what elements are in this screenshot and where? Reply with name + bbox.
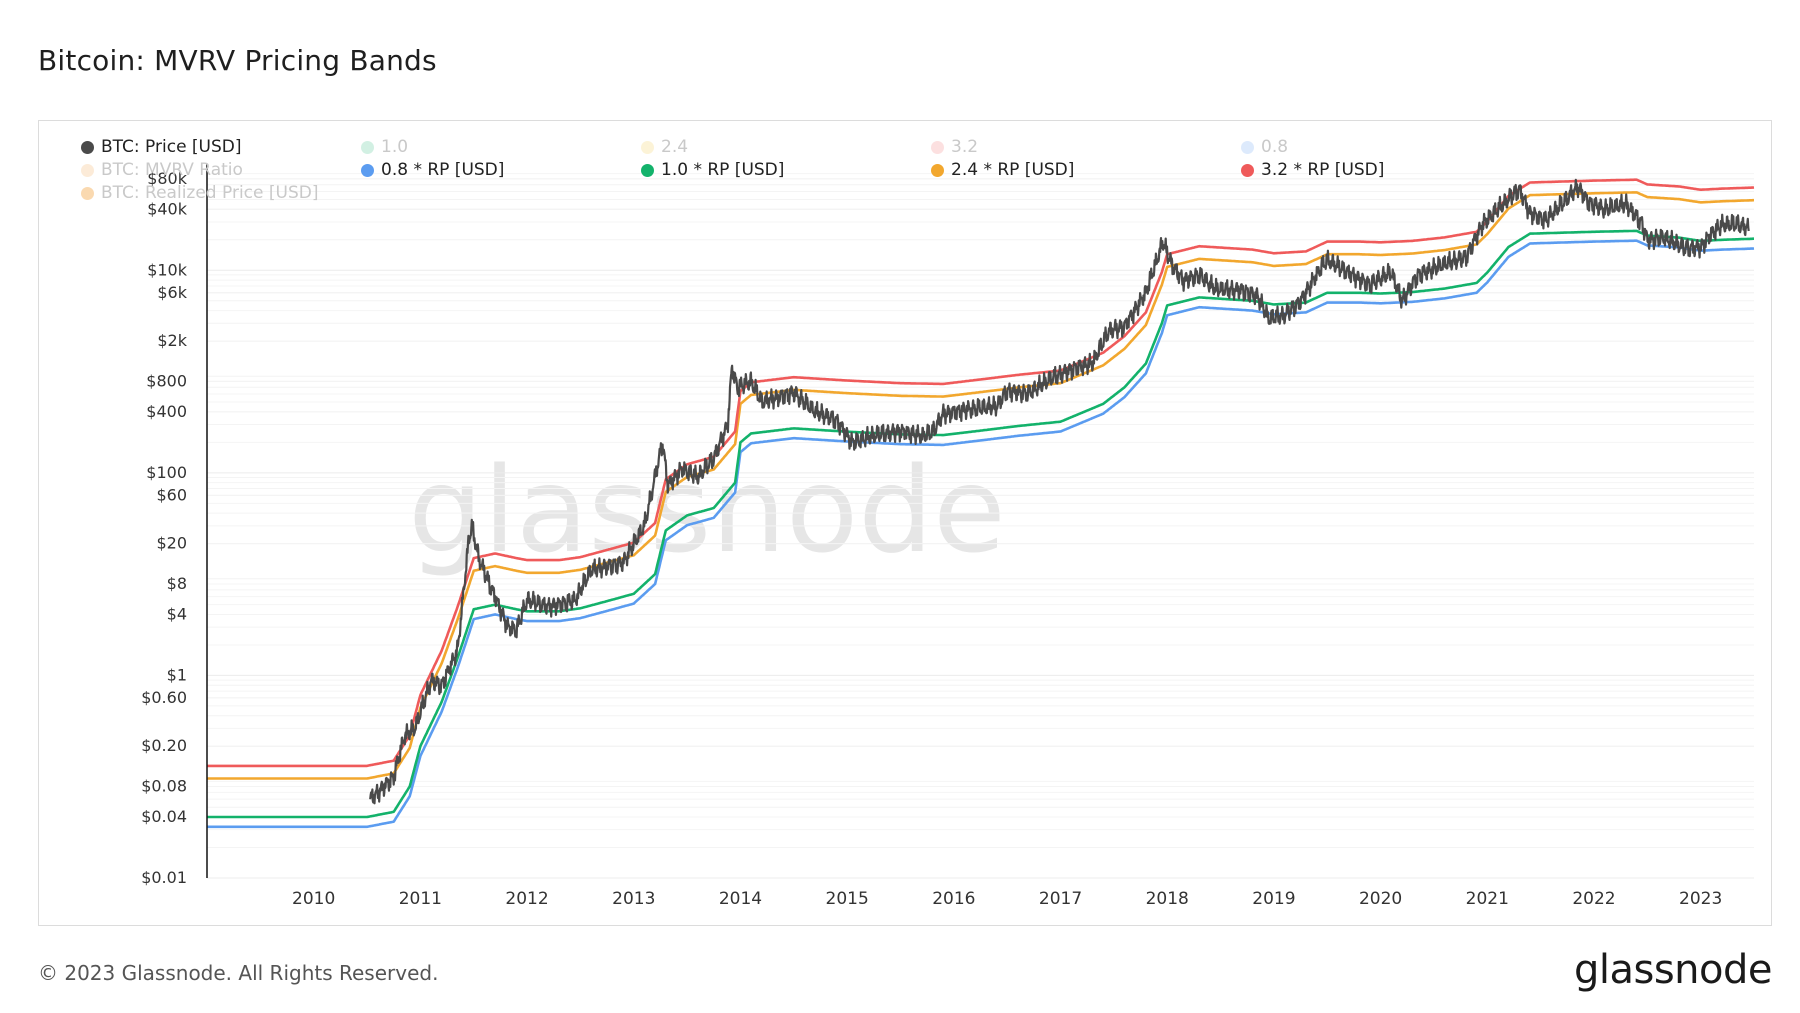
legend-item-2-4-rp[interactable]: 2.4 * RP [USD] <box>931 159 1074 181</box>
y-tick-label: $6k <box>157 283 187 302</box>
legend-label: 3.2 <box>951 137 979 157</box>
legend-label: 0.8 <box>1261 137 1289 157</box>
legend-item-0-8[interactable]: 0.8 <box>1241 136 1288 158</box>
legend-dot-icon <box>81 140 94 154</box>
legend-item-1-0-rp[interactable]: 1.0 * RP [USD] <box>641 159 784 181</box>
x-tick-label: 2021 <box>1466 889 1509 909</box>
legend-dot-icon <box>931 140 944 154</box>
legend-dot-icon <box>931 163 944 177</box>
legend-dot-icon <box>1241 140 1254 154</box>
legend-label: 1.0 <box>381 137 409 157</box>
y-tick-label: $800 <box>146 371 187 390</box>
y-tick-label: $80k <box>147 169 188 188</box>
glassnode-logo[interactable]: glassnode <box>1573 947 1773 993</box>
legend-dot-icon <box>641 163 654 177</box>
legend-label: 0.8 * RP [USD] <box>381 160 505 180</box>
legend-item-2-4[interactable]: 2.4 <box>641 136 688 158</box>
x-tick-label: 2014 <box>719 889 762 909</box>
x-tick-label: 2011 <box>399 889 442 909</box>
legend-item-3-2-rp[interactable]: 3.2 * RP [USD] <box>1241 159 1384 181</box>
x-tick-label: 2023 <box>1679 889 1722 909</box>
y-tick-label: $60 <box>156 485 187 504</box>
grid <box>207 173 1754 879</box>
y-tick-label: $2k <box>157 331 187 350</box>
legend-dot-icon <box>81 163 94 177</box>
x-tick-label: 2015 <box>826 889 869 909</box>
y-tick-label: $0.01 <box>141 868 187 887</box>
legend-label: 1.0 * RP [USD] <box>661 160 785 180</box>
x-tick-label: 2017 <box>1039 889 1082 909</box>
legend-label: 2.4 * RP [USD] <box>951 160 1075 180</box>
legend-label: BTC: Price [USD] <box>101 137 242 157</box>
x-tick-label: 2016 <box>932 889 975 909</box>
y-tick-label: $0.08 <box>141 777 187 796</box>
y-tick-label: $20 <box>156 534 187 553</box>
legend-item-btc-price[interactable]: BTC: Price [USD] <box>81 136 242 158</box>
legend-dot-icon <box>361 140 374 154</box>
legend-item-mvrv-ratio[interactable]: BTC: MVRV Ratio <box>81 159 243 181</box>
legend-item-1-0[interactable]: 1.0 <box>361 136 408 158</box>
series-line-2-4-rp-usd <box>206 191 1755 780</box>
series-line-0-8-rp-usd <box>206 239 1755 829</box>
axes: $0.01 $0.04 $0.08 $0.20 $0.60 $1 $4 $8 $20 $60 $10… <box>141 164 1722 909</box>
copyright-text: © 2023 Glassnode. All Rights Reserved. <box>38 961 439 985</box>
legend-item-3-2[interactable]: 3.2 <box>931 136 978 158</box>
y-tick-label: $0.60 <box>141 688 187 707</box>
chart-container[interactable]: glassnode $0.01 $0.04 $0.08 $0.20 $0.60 $1 $4 $… <box>38 120 1772 926</box>
legend-label: BTC: Realized Price [USD] <box>101 183 319 203</box>
x-tick-label: 2019 <box>1252 889 1295 909</box>
legend-label: BTC: MVRV Ratio <box>101 160 243 180</box>
y-tick-label: $40k <box>147 199 188 218</box>
y-tick-label: $0.04 <box>141 807 187 826</box>
x-tick-label: 2013 <box>612 889 655 909</box>
legend-label: 2.4 <box>661 137 689 157</box>
x-tick-label: 2020 <box>1359 889 1402 909</box>
x-tick-label: 2010 <box>292 889 335 909</box>
y-tick-label: $0.20 <box>141 736 187 755</box>
series-line-btc-price <box>369 178 1750 805</box>
series-line-1-0-rp-usd <box>206 229 1755 819</box>
y-tick-label: $100 <box>146 463 187 482</box>
legend-item-0-8-rp[interactable]: 0.8 * RP [USD] <box>361 159 504 181</box>
legend-dot-icon <box>641 140 654 154</box>
x-tick-label: 2018 <box>1146 889 1189 909</box>
y-tick-label: $1 <box>167 665 187 684</box>
page-title: Bitcoin: MVRV Pricing Bands <box>38 44 437 77</box>
x-tick-label: 2012 <box>505 889 548 909</box>
y-tick-label: $10k <box>147 260 188 279</box>
y-tick-label: $8 <box>167 574 187 593</box>
legend-dot-icon <box>361 163 374 177</box>
chart-svg[interactable]: glassnode $0.01$0.04$0.08$0.20$0.60$1$4$… <box>39 121 1771 925</box>
legend-item-realized-price[interactable]: BTC: Realized Price [USD] <box>81 182 318 204</box>
y-tick-label: $4 <box>167 604 187 623</box>
series-layer <box>206 178 1755 829</box>
x-tick-label: 2022 <box>1572 889 1615 909</box>
y-tick-label: $400 <box>146 402 187 421</box>
legend-dot-icon <box>81 186 94 200</box>
legend-label: 3.2 * RP [USD] <box>1261 160 1385 180</box>
legend-dot-icon <box>1241 163 1254 177</box>
